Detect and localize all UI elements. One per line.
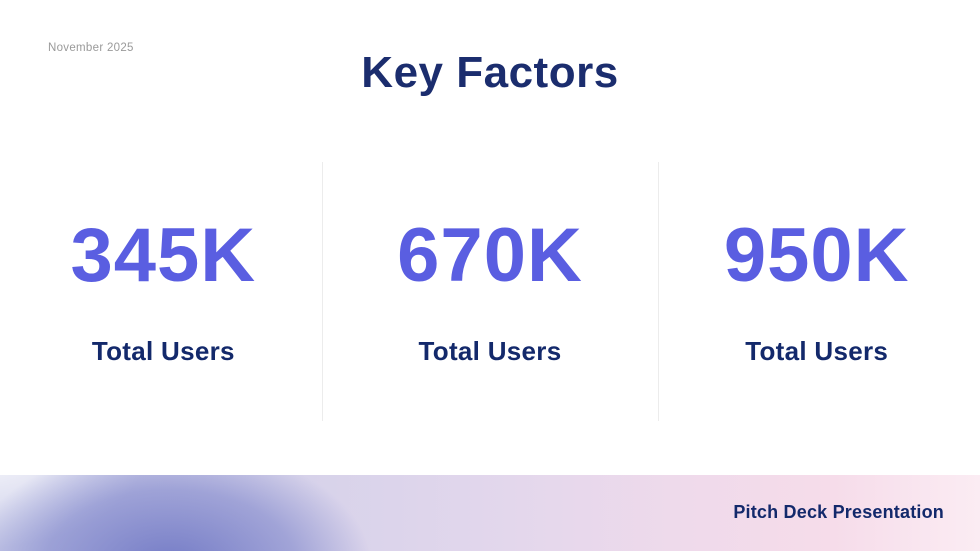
- stat-label-2: Total Users: [418, 336, 562, 366]
- slide-date: November 2025: [48, 42, 134, 54]
- stat-card-3: 950K Total Users: [653, 162, 980, 422]
- footer-gradient-band: [0, 475, 980, 551]
- column-divider-right: [658, 162, 659, 421]
- footer-label: Pitch Deck Presentation: [733, 502, 944, 522]
- stat-value-3: 950K: [723, 213, 910, 298]
- column-divider-left: [322, 162, 323, 421]
- stat-card-2: 670K Total Users: [327, 162, 654, 422]
- stat-value-1: 345K: [70, 213, 257, 298]
- stat-card-1: 345K Total Users: [0, 162, 327, 422]
- stat-label-1: Total Users: [91, 336, 235, 366]
- stats-row: 345K Total Users 670K Total Users 950K T…: [0, 162, 980, 422]
- stat-value-2: 670K: [397, 213, 583, 298]
- slide-title: Key Factors: [361, 48, 619, 97]
- stat-label-3: Total Users: [745, 336, 889, 366]
